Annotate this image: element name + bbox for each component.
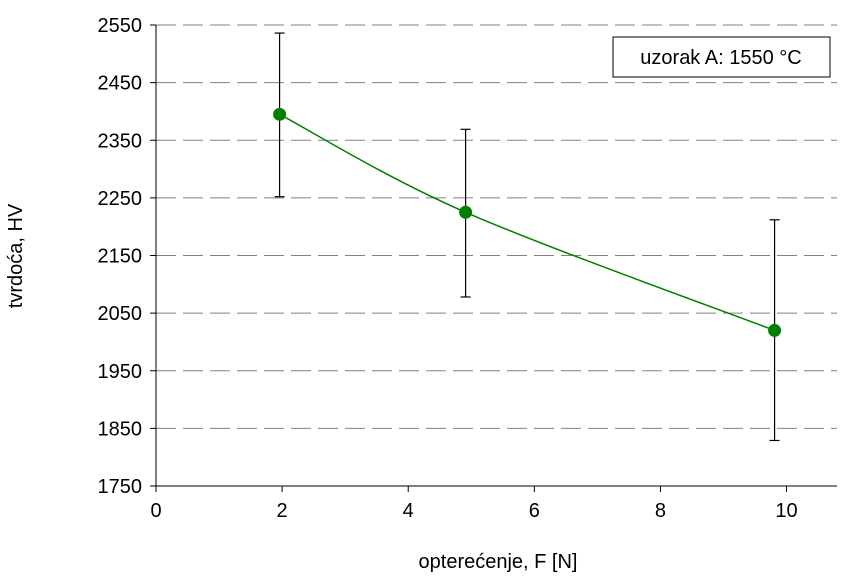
x-tick-label-10: 10 bbox=[775, 500, 797, 522]
series-line-0 bbox=[279, 113, 775, 332]
legend: uzorak A: 1550 °C bbox=[612, 36, 831, 78]
y-tick-label-2450: 2450 bbox=[98, 73, 143, 95]
y-tick-label-2050: 2050 bbox=[98, 303, 143, 325]
y-tick-label-2150: 2150 bbox=[98, 246, 143, 268]
gridlines bbox=[156, 24, 837, 429]
tick-labels: 1750 1850 1950 2050 2150 2250 2350 2450 2550 0 2 4 6… bbox=[98, 15, 798, 522]
data-point-0-2 bbox=[768, 323, 782, 337]
y-tick-label-1850: 1850 bbox=[98, 418, 143, 440]
y-tick-label-2550: 2550 bbox=[98, 15, 143, 37]
y-tick-label-1950: 1950 bbox=[98, 361, 143, 383]
y-tick-label-2350: 2350 bbox=[98, 130, 143, 152]
y-tick-label-2250: 2250 bbox=[98, 188, 143, 210]
data-point-0-0 bbox=[273, 107, 287, 121]
data-point-0-1 bbox=[459, 205, 473, 219]
x-tick-label-4: 4 bbox=[403, 500, 414, 522]
legend-label: uzorak A: 1550 °C bbox=[640, 47, 801, 69]
legend-box bbox=[612, 36, 831, 78]
x-tick-label-0: 0 bbox=[150, 500, 161, 522]
axes bbox=[150, 24, 837, 492]
x-tick-label-8: 8 bbox=[655, 500, 666, 522]
data-series bbox=[273, 32, 782, 442]
x-tick-label-6: 6 bbox=[529, 500, 540, 522]
x-tick-label-2: 2 bbox=[277, 500, 288, 522]
x-axis-label: opterećenje, F [N] bbox=[419, 551, 578, 573]
y-axis-label: tvrdoća, HV bbox=[5, 203, 27, 308]
y-tick-label-1750: 1750 bbox=[98, 476, 143, 498]
